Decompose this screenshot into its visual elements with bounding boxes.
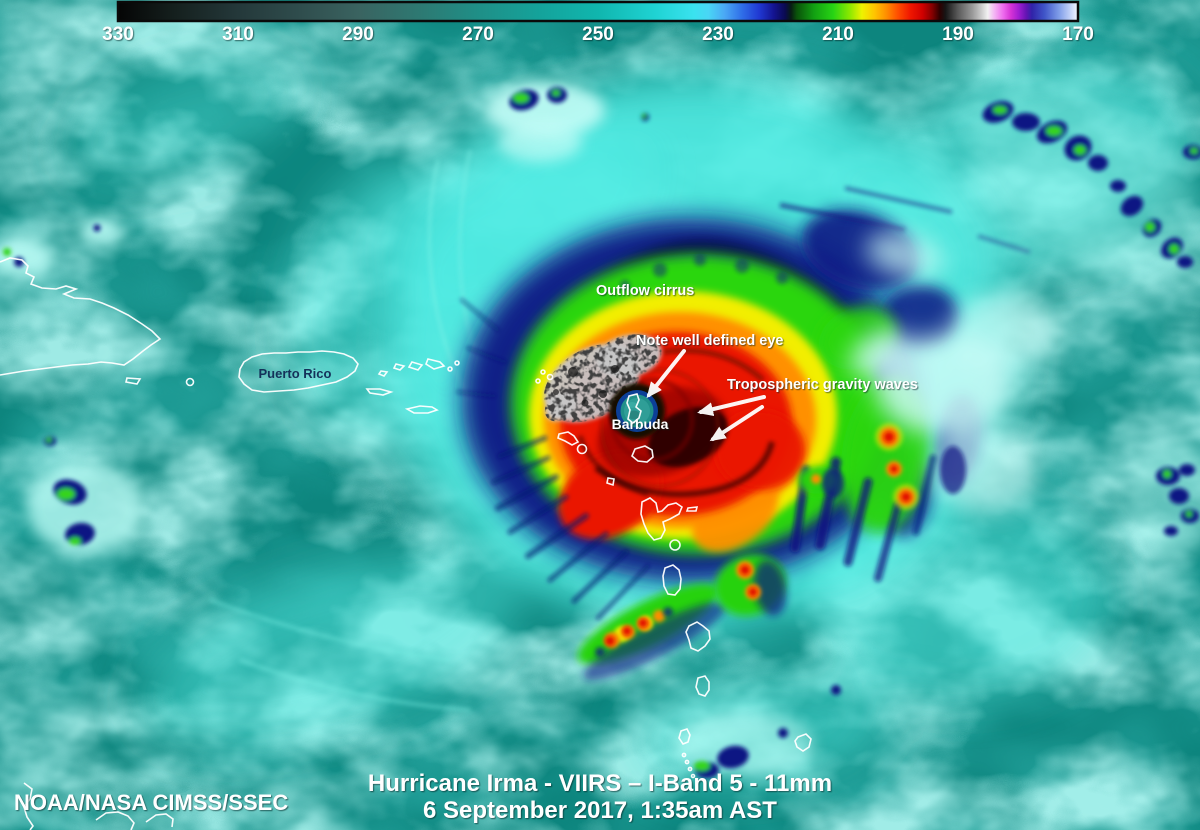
rightmid-cells xyxy=(1133,442,1200,558)
colorbar-tick-330: 330 xyxy=(102,24,134,45)
colorbar-tick-170: 170 xyxy=(1062,24,1094,45)
eye-arrow-icon xyxy=(646,349,686,399)
title-line1: Hurricane Irma - VIIRS – I-Band 5 - 11mm xyxy=(368,770,832,797)
feeder-band-cells xyxy=(577,583,727,681)
colorbar-tick-290: 290 xyxy=(342,24,374,45)
gravity-wave-arrow-icon xyxy=(697,395,766,417)
island-outline-dominica xyxy=(662,564,682,596)
annotation-arrows xyxy=(646,349,766,442)
feathered-edge-streaks xyxy=(456,298,650,620)
colorbar-tick-310: 310 xyxy=(222,24,254,45)
colorbar-tick-250: 250 xyxy=(582,24,614,45)
colorbar-tick-230: 230 xyxy=(702,24,734,45)
island-outline-guadeloupe xyxy=(640,497,683,541)
gravity-wave-arrow2-icon xyxy=(709,405,764,442)
west-cells xyxy=(0,218,143,554)
island-outline-puerto-rico xyxy=(238,350,359,393)
annotation-gravity-waves: Tropospheric gravity waves xyxy=(727,377,918,393)
annotation-well-defined-eye: Note well defined eye xyxy=(636,333,783,349)
detached-cell xyxy=(798,466,844,498)
colorbar-gradient-bar xyxy=(116,0,1080,23)
island-outline-hispaniola xyxy=(0,257,162,376)
island-outline-antigua xyxy=(631,445,654,463)
island-outline-barbados xyxy=(794,733,812,752)
colorbar: 330 310 290 270 250 230 210 190 170 xyxy=(102,0,1094,45)
bottomcenter-cells xyxy=(675,685,841,778)
label-puerto-rico: Puerto Rico xyxy=(259,366,332,381)
island-outline-st-lucia xyxy=(695,675,710,697)
colorbar-tick-190: 190 xyxy=(942,24,974,45)
southeast-navy-fingers xyxy=(790,446,966,582)
island-outline-barbuda xyxy=(626,393,642,425)
label-barbuda: Barbuda xyxy=(612,416,669,432)
colorbar-tick-210: 210 xyxy=(822,24,854,45)
annotation-outflow-cirrus: Outflow cirrus xyxy=(596,283,694,299)
colorbar-tick-270: 270 xyxy=(462,24,494,45)
feeder-cluster xyxy=(714,554,787,616)
topcenter-cells xyxy=(485,82,649,162)
colorbar-ticks: 330 310 290 270 250 230 210 190 170 xyxy=(102,24,1094,45)
island-coastlines xyxy=(0,257,812,830)
topright-cell-chain xyxy=(969,85,1200,285)
island-outline-martinique xyxy=(685,621,711,652)
credit-text: NOAA/NASA CIMSS/SSEC xyxy=(14,790,288,815)
title-line2: 6 September 2017, 1:35am AST xyxy=(423,797,777,824)
east-band-cells xyxy=(875,423,919,510)
